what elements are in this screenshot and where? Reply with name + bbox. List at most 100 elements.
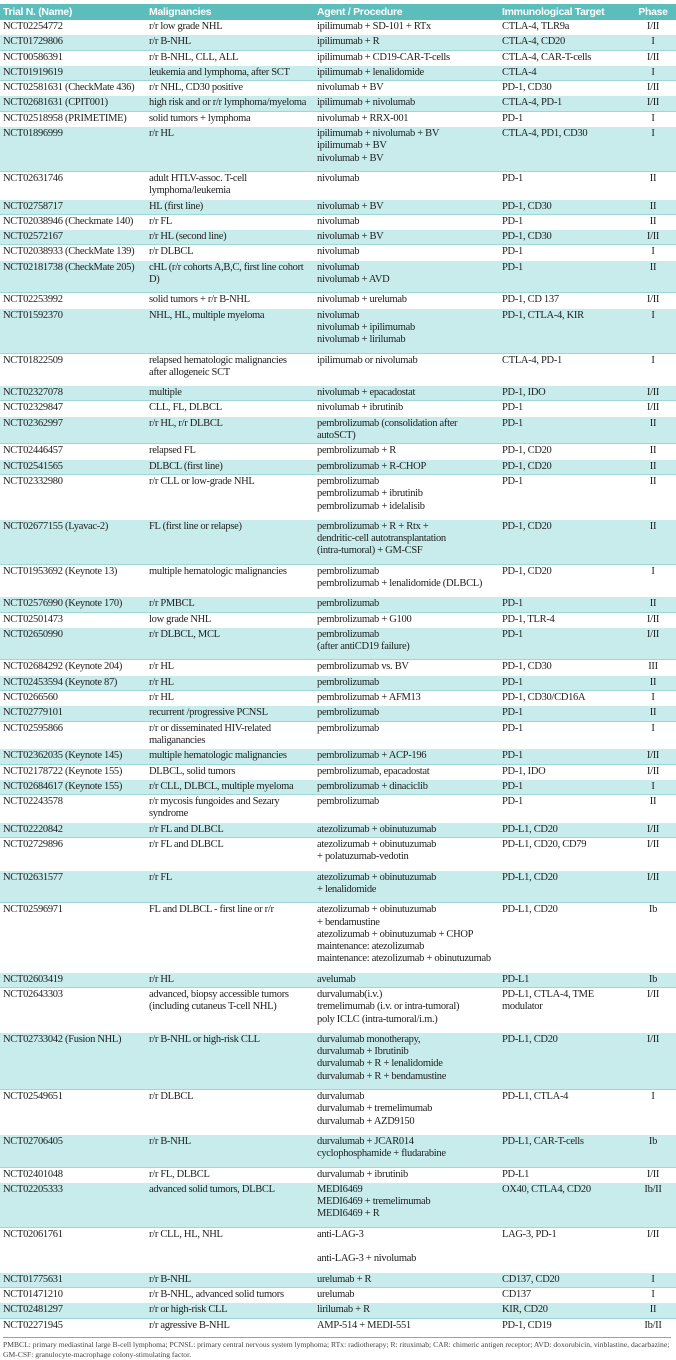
- malignancies-cell: FL (first line or relapse): [146, 519, 314, 565]
- malignancy-line: FL and DLBCL - first line or r/r: [149, 904, 274, 916]
- malignancies-cell: FL and DLBCL - first line or r/r: [146, 903, 314, 972]
- malignancies-cell: r/r B-NHL: [146, 34, 314, 51]
- trial-id: NCT02677155 (Lyavac-2): [0, 519, 146, 565]
- agent-cell: pembrolizumab + AFM13: [314, 691, 499, 706]
- trial-id: NCT02271945: [3, 1319, 63, 1331]
- immunological-target: PD-1: [499, 748, 630, 765]
- agent-cell: nivolumab + BV: [314, 199, 499, 215]
- agent-line: pembrolizumab, epacadostat: [317, 765, 430, 777]
- agent-line: avelumab: [317, 973, 356, 985]
- phase: II: [630, 199, 676, 215]
- phase: I/II: [646, 1168, 660, 1180]
- table-footnote: PMBCL: primary mediastinal large B-cell …: [3, 1336, 671, 1360]
- malignancy-line: recurrent /progressive PCNSL: [149, 707, 268, 719]
- agent-cell: ipilimumab or nivolumab: [314, 353, 499, 386]
- agent-line: pembrolizumab: [317, 796, 379, 808]
- table-row: NCT01729806 r/r B-NHL ipilimumab + R CTLA-4…: [0, 34, 676, 51]
- phase: II: [630, 705, 676, 722]
- malignancy-line: r/r low grade NHL: [149, 21, 223, 32]
- table-row: NCT01896999 r/r HL ipilimumab + nivolumab …: [0, 126, 676, 172]
- agent-line: pembrolizumab: [317, 676, 379, 688]
- phase: I: [651, 112, 655, 124]
- agent-cell: ipilimumab + CD19-CAR-T-cells: [314, 50, 499, 65]
- phase: I/II: [630, 1032, 676, 1090]
- immunological-target: PD-1, IDO: [502, 765, 546, 777]
- agent-line: pembrolizumab + ACP-196: [317, 750, 427, 762]
- malignancies-cell: CLL, FL, DLBCL: [146, 401, 314, 416]
- immunological-target: PD-1: [499, 779, 630, 795]
- table-row: NCT02038933 (CheckMate 139) r/r DLBCL nivo…: [0, 245, 676, 261]
- agent-line: ipilimumab + CD19-CAR-T-cells: [317, 51, 450, 63]
- table-row: NCT02650990 r/r DLBCL, MCL pembrolizumab (a…: [0, 627, 676, 660]
- table-row: NCT02253992 solid tumors + r/r B-NHL nivol…: [0, 293, 676, 309]
- phase: I: [651, 354, 655, 366]
- malignancies-cell: r/r HL: [146, 691, 314, 706]
- phase: II: [649, 796, 657, 808]
- table-row: NCT02596971 FL and DLBCL - first line or …: [0, 903, 676, 973]
- agent-cell: pembrolizumab pembrolizumab + lenalidomid…: [314, 564, 499, 597]
- malignancy-line: CLL, FL, DLBCL: [149, 402, 222, 414]
- malignancies-cell: DLBCL, solid tumors: [146, 764, 314, 779]
- agent-line: atezolizumab + obinutuzumab: [317, 823, 437, 835]
- malignancies-cell: r/r or disseminated HIV-related maligana…: [146, 721, 314, 749]
- malignancy-line: r/r FL: [149, 215, 172, 227]
- malignancies-cell: low grade NHL: [146, 612, 314, 627]
- agent-line: durvalumab + R + bendamustine: [317, 1070, 447, 1082]
- trial-id: NCT02181738 (CheckMate 205): [0, 260, 146, 293]
- agent-line: nivolumab + epacadostat: [317, 387, 416, 399]
- malignancies-cell: advanced solid tumors, DLBCL: [146, 1182, 314, 1228]
- phase: Ib/II: [644, 1319, 662, 1331]
- table-row: NCT02758717 HL (first line) nivolumab + BV…: [0, 199, 676, 215]
- table-row: NCT02684617 (Keynote 155) r/r CLL, DLBCL,…: [0, 779, 676, 795]
- malignancy-line: r/r B-NHL: [149, 36, 191, 48]
- immunological-target: PD-L1, CD20: [499, 870, 630, 903]
- immunological-target: PD-1, CD20: [502, 565, 552, 577]
- malignancies-cell: r/r DLBCL: [146, 1090, 314, 1135]
- malignancy-line: r/r B-NHL: [149, 1135, 191, 1147]
- malignancy-line: r/r or disseminated HIV-related maligana…: [149, 722, 271, 746]
- malignancy-line: relapsed FL: [149, 445, 196, 457]
- table-row: NCT01953692 (Keynote 13) multiple hematol…: [0, 564, 676, 597]
- malignancies-cell: HL (first line): [146, 199, 314, 215]
- table-row: NCT02329847 CLL, FL, DLBCL nivolumab + ibr…: [0, 401, 676, 417]
- agent-line: pembrolizumab + R: [317, 445, 396, 457]
- table-row: NCT01822509 relapsed hematologic malignan…: [0, 353, 676, 386]
- table-row: NCT02327078 multiple nivolumab + epacadost…: [0, 385, 676, 401]
- immunological-target: PD-1: [502, 172, 523, 184]
- malignancy-line: r/r HL (second line): [149, 231, 227, 243]
- malignancies-cell: adult HTLV-assoc. T-cell lymphoma/leukem…: [146, 171, 314, 199]
- trial-id: NCT02038946 (Checkmate 140): [3, 215, 134, 227]
- trial-id: NCT02362035 (Keynote 145): [0, 748, 146, 765]
- agent-cell: pembrolizumab: [314, 795, 499, 823]
- phase: I/II: [630, 627, 676, 660]
- table-row: NCT02603419 r/r HL avelumab PD-L1 Ib: [0, 972, 676, 988]
- malignancy-line: r/r B-NHL or high-risk CLL: [149, 1033, 260, 1045]
- table-row: NCT02254772 r/r low grade NHL ipilimumab +…: [0, 20, 676, 35]
- immunological-target: PD-1, CD30: [499, 199, 630, 215]
- trial-id: NCT02758717: [0, 199, 146, 215]
- table-row: NCT02362035 (Keynote 145) multiple hemato…: [0, 748, 676, 765]
- malignancy-line: leukemia and lymphoma, after SCT: [149, 66, 290, 78]
- agent-line: pembrolizumab vs. BV: [317, 661, 409, 673]
- trial-id: NCT02453594 (Keynote 87): [0, 675, 146, 691]
- malignancy-line: after allogeneic SCT: [149, 366, 230, 378]
- agent-cell: ipilimumab + nivolumab + BV ipilimumab + …: [314, 126, 499, 172]
- phase: I/II: [646, 51, 660, 63]
- agent-line: ipilimumab + BV: [317, 140, 387, 152]
- phase: I: [630, 126, 676, 172]
- malignancy-line: adult HTLV-assoc. T-cell lymphoma/leukem…: [149, 172, 247, 197]
- header-malignancies: Malignancies: [146, 4, 314, 20]
- table-row: NCT02501473 low grade NHL pembrolizumab + …: [0, 612, 676, 628]
- agent-line: anti-LAG-3 + nivolumab: [317, 1253, 417, 1265]
- agent-cell: nivolumab + RRX-001: [314, 111, 499, 126]
- agent-line: tremelimumab (i.v. or intra-tumoral): [317, 1001, 460, 1013]
- table-row: NCT00586391 r/r B-NHL, CLL, ALL ipilimumab…: [0, 50, 676, 66]
- immunological-target: PD-L1, CD20: [499, 1032, 630, 1090]
- immunological-target: CTLA-4, PD-1: [502, 354, 562, 366]
- agent-cell: AMP-514 + MEDI-551: [314, 1318, 499, 1333]
- agent-cell: nivolumab + ibrutinib: [314, 401, 499, 416]
- malignancy-line: multiple hematologic malignancies: [149, 565, 287, 577]
- trial-id: NCT02684292 (Keynote 204): [3, 661, 123, 673]
- agent-line: ipilimumab + nivolumab + BV: [317, 128, 440, 140]
- malignancies-cell: r/r FL and DLBCL: [146, 822, 314, 838]
